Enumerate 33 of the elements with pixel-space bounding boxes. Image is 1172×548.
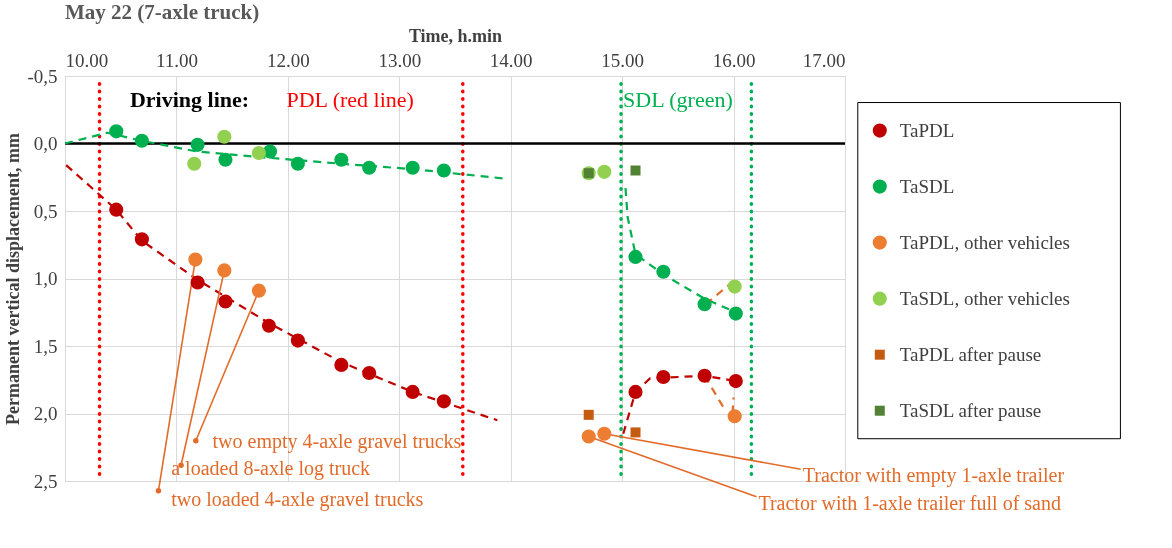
x-axis-title: Time, h.min — [408, 25, 503, 46]
x-tick-label: 15.00 — [601, 49, 645, 71]
ref-line-label: PDL (red line) — [286, 86, 414, 112]
y-tick-label: 1,5 — [33, 335, 58, 357]
legend-label: TaPDL — [899, 119, 955, 141]
y-tick-label: 2,0 — [33, 403, 58, 424]
annotation: a loaded 8-axle log truck — [171, 457, 371, 481]
ref-line-label: SDL (green) — [623, 86, 733, 112]
chart-title: May 22 (7-axle truck) — [65, 0, 260, 24]
y-tick-label: 0,5 — [33, 200, 58, 222]
x-tick-label: 11.00 — [155, 49, 198, 71]
x-tick-label: 17.00 — [802, 49, 846, 71]
annotation: Driving line: — [129, 86, 250, 112]
annotation: two loaded 4-axle gravel trucks — [171, 487, 424, 511]
legend-label: TaSDL after pause — [899, 399, 1042, 421]
y-tick-label: 0,0 — [33, 133, 58, 154]
annotation: Tractor with empty 1-axle trailer — [802, 464, 1065, 488]
x-tick-label: 12.00 — [266, 49, 310, 71]
legend-label: TaPDL after pause — [899, 343, 1042, 365]
y-tick-label: 2,5 — [33, 470, 58, 492]
annotation: Tractor with 1-axle trailer full of sand — [758, 491, 1061, 514]
y-tick-label: 1,0 — [33, 268, 58, 289]
x-tick-label: 13.00 — [378, 49, 422, 71]
x-tick-label: 14.00 — [489, 49, 533, 71]
x-tick-label: 10.00 — [65, 49, 109, 71]
line-series — [65, 164, 499, 422]
x-tick-label: 16.00 — [712, 49, 756, 71]
legend-label: TaPDL, other vehicles — [899, 231, 1070, 253]
y-axis-title: Permanent vertical displacement, mm — [3, 133, 24, 425]
legend-label: TaSDL, other vehicles — [899, 287, 1070, 309]
annotation: two empty 4-axle gravel trucks — [212, 429, 462, 453]
legend-label: TaSDL — [899, 175, 955, 197]
y-tick-label: -0,5 — [27, 65, 58, 87]
